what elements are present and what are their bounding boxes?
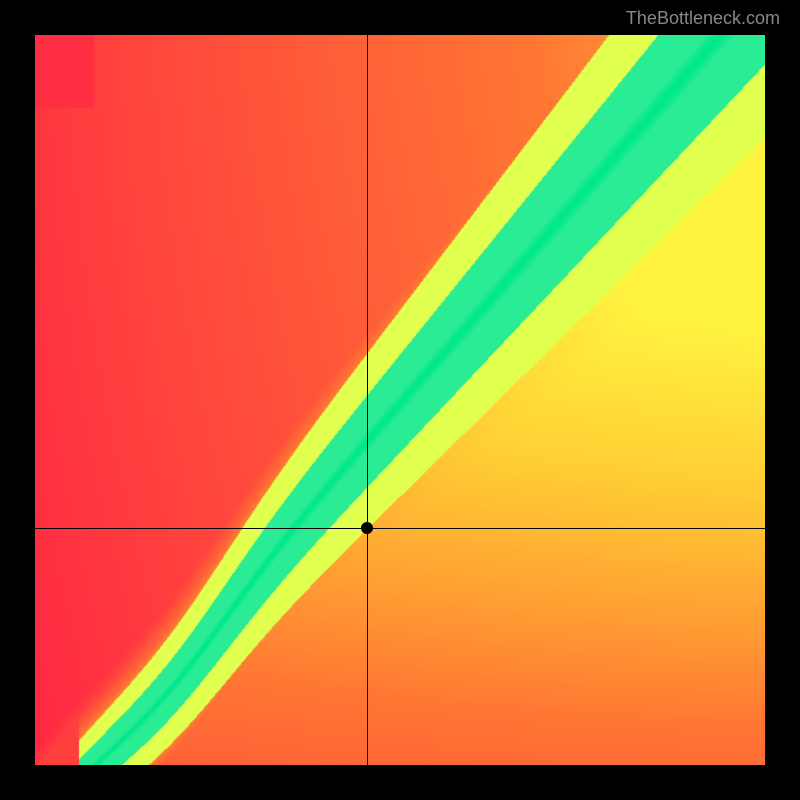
watermark-text: TheBottleneck.com <box>626 8 780 29</box>
crosshair-horizontal <box>35 528 765 529</box>
plot-area <box>35 35 765 765</box>
heatmap-canvas <box>35 35 765 765</box>
data-point-marker <box>361 522 373 534</box>
crosshair-vertical <box>367 35 368 765</box>
